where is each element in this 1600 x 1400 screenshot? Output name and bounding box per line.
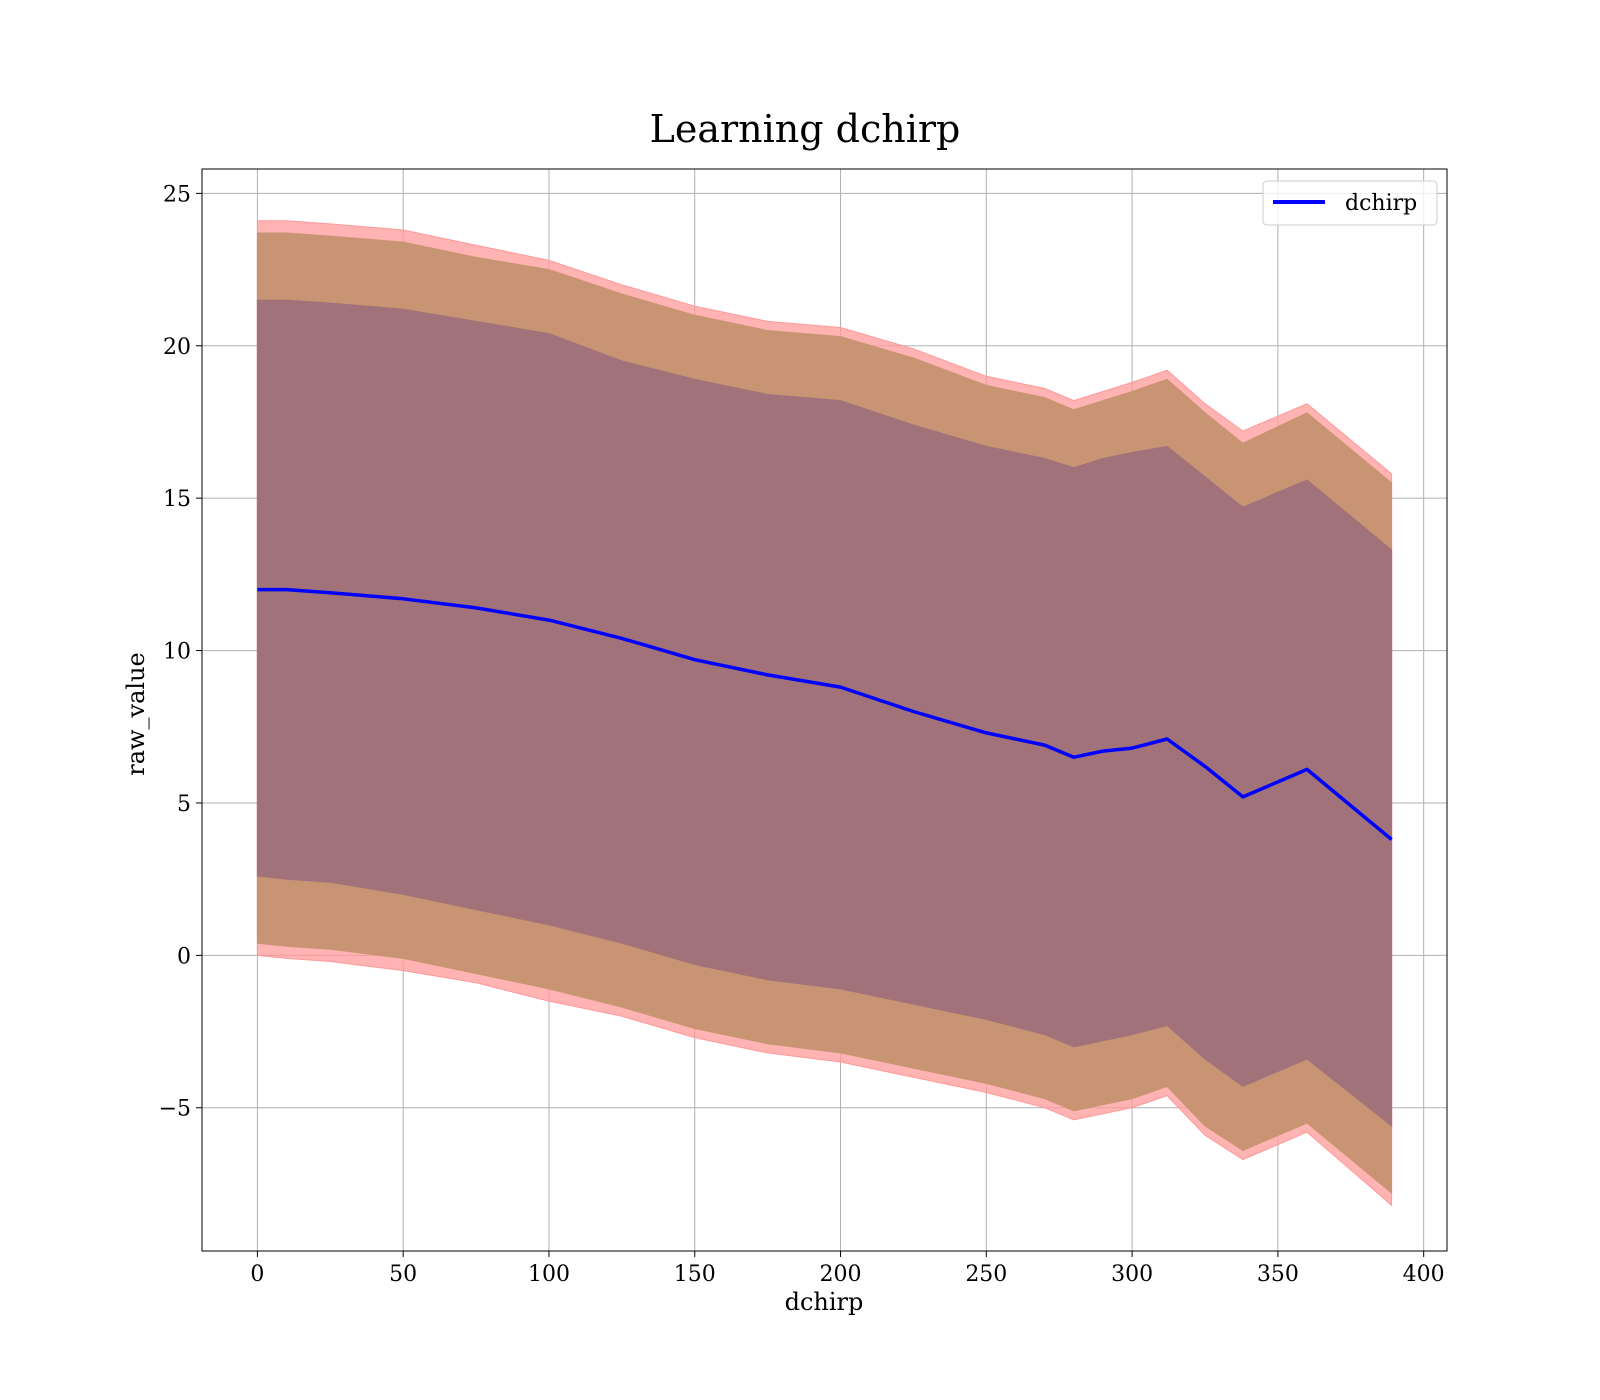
x-tick-label: 400 <box>1403 1262 1445 1287</box>
chart-title: Learning dchirp <box>650 107 961 151</box>
plot-area: 0 50 100 150 200 250 300 350 400 −5 0 5 10 15 20 25 <box>159 168 1448 1287</box>
y-tick-label: 0 <box>177 944 191 969</box>
x-tick-label: 250 <box>965 1262 1007 1287</box>
legend: dchirp <box>1262 180 1438 226</box>
x-tick-label: 50 <box>389 1262 417 1287</box>
series-line-dchirp <box>257 587 1393 841</box>
x-axis-label: dchirp <box>785 1288 864 1316</box>
x-tick-label: 200 <box>820 1262 862 1287</box>
y-tick-label: 25 <box>163 182 191 207</box>
legend-label: dchirp <box>1345 191 1417 216</box>
x-tick-label: 0 <box>250 1262 264 1287</box>
x-tick-label: 150 <box>674 1262 716 1287</box>
legend-frame <box>1262 180 1438 226</box>
y-tick-label: −5 <box>159 1097 191 1122</box>
band-inner <box>256 299 1393 1128</box>
x-tick-label: 350 <box>1257 1262 1299 1287</box>
y-tick-label: 20 <box>163 335 191 360</box>
x-tick-label: 100 <box>528 1262 570 1287</box>
y-tick-label: 5 <box>177 792 191 817</box>
y-tick-label: 10 <box>163 640 191 665</box>
x-tick-label: 300 <box>1111 1262 1153 1287</box>
y-axis-label: raw_value <box>122 652 150 776</box>
plot-frame <box>201 168 1448 1252</box>
y-tick-label: 15 <box>163 487 191 512</box>
